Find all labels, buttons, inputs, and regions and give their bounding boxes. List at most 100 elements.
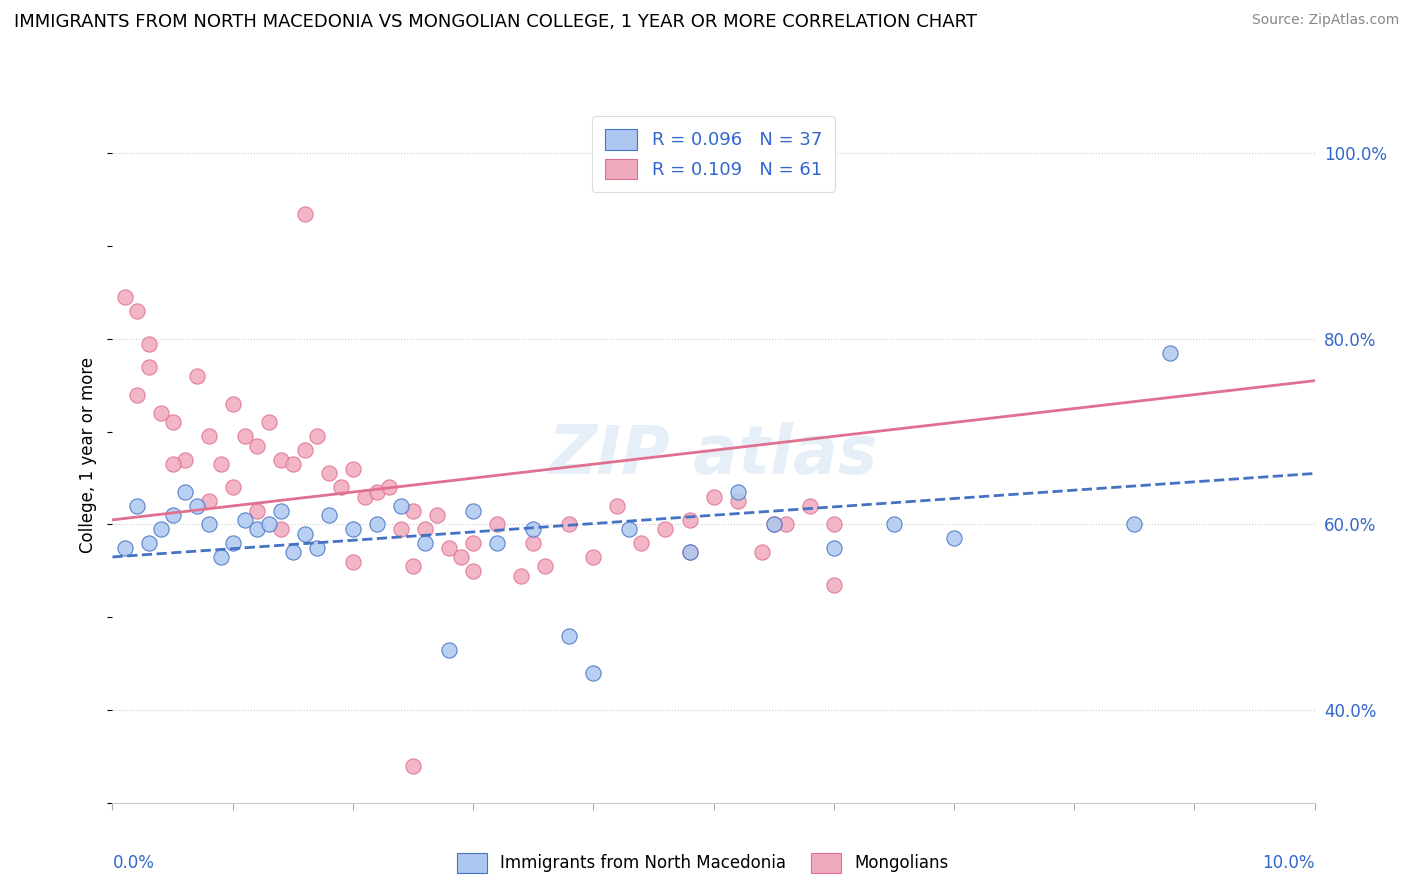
- Point: [246, 522, 269, 536]
- Point: [606, 499, 628, 513]
- Point: [823, 578, 845, 592]
- Point: [197, 429, 219, 443]
- Point: [246, 503, 269, 517]
- Point: [270, 452, 292, 467]
- Point: [823, 541, 845, 555]
- Text: ZIP atlas: ZIP atlas: [548, 422, 879, 488]
- Point: [751, 545, 773, 559]
- Point: [294, 443, 316, 458]
- Point: [619, 522, 641, 536]
- Legend: R = 0.096   N = 37, R = 0.109   N = 61: R = 0.096 N = 37, R = 0.109 N = 61: [592, 116, 835, 192]
- Point: [775, 517, 797, 532]
- Point: [654, 522, 676, 536]
- Point: [318, 467, 340, 481]
- Point: [558, 629, 581, 643]
- Point: [354, 490, 377, 504]
- Point: [582, 665, 605, 680]
- Point: [366, 517, 388, 532]
- Point: [366, 485, 388, 500]
- Point: [342, 462, 364, 476]
- Point: [342, 522, 364, 536]
- Text: Source: ZipAtlas.com: Source: ZipAtlas.com: [1251, 13, 1399, 28]
- Legend: Immigrants from North Macedonia, Mongolians: Immigrants from North Macedonia, Mongoli…: [450, 847, 956, 880]
- Point: [799, 499, 821, 513]
- Point: [402, 503, 425, 517]
- Point: [402, 758, 425, 772]
- Point: [125, 304, 148, 318]
- Point: [823, 517, 845, 532]
- Point: [558, 517, 581, 532]
- Point: [125, 499, 148, 513]
- Point: [678, 545, 700, 559]
- Point: [413, 536, 436, 550]
- Point: [197, 494, 219, 508]
- Point: [630, 536, 652, 550]
- Point: [582, 549, 605, 564]
- Point: [510, 568, 533, 582]
- Point: [318, 508, 340, 523]
- Point: [125, 387, 148, 401]
- Point: [437, 541, 460, 555]
- Point: [461, 536, 484, 550]
- Point: [437, 642, 460, 657]
- Point: [149, 406, 172, 420]
- Point: [426, 508, 449, 523]
- Point: [233, 513, 256, 527]
- Point: [413, 522, 436, 536]
- Point: [727, 494, 749, 508]
- Text: IMMIGRANTS FROM NORTH MACEDONIA VS MONGOLIAN COLLEGE, 1 YEAR OR MORE CORRELATION: IMMIGRANTS FROM NORTH MACEDONIA VS MONGO…: [14, 13, 977, 31]
- Point: [486, 517, 509, 532]
- Point: [294, 526, 316, 541]
- Point: [389, 522, 412, 536]
- Point: [233, 429, 256, 443]
- Point: [378, 480, 401, 494]
- Point: [257, 416, 280, 430]
- Point: [294, 207, 316, 221]
- Point: [246, 439, 269, 453]
- Point: [222, 397, 245, 411]
- Point: [138, 536, 160, 550]
- Point: [173, 452, 195, 467]
- Point: [114, 290, 136, 304]
- Point: [138, 336, 160, 351]
- Point: [149, 522, 172, 536]
- Point: [162, 457, 184, 471]
- Point: [461, 503, 484, 517]
- Point: [678, 545, 700, 559]
- Point: [257, 517, 280, 532]
- Point: [186, 369, 208, 384]
- Point: [762, 517, 785, 532]
- Point: [1159, 346, 1181, 360]
- Point: [281, 545, 304, 559]
- Point: [186, 499, 208, 513]
- Point: [678, 513, 700, 527]
- Point: [450, 549, 472, 564]
- Point: [702, 490, 725, 504]
- Point: [305, 429, 328, 443]
- Text: 10.0%: 10.0%: [1263, 854, 1315, 871]
- Point: [197, 517, 219, 532]
- Point: [342, 555, 364, 569]
- Point: [162, 508, 184, 523]
- Point: [270, 522, 292, 536]
- Point: [162, 416, 184, 430]
- Point: [209, 549, 232, 564]
- Y-axis label: College, 1 year or more: College, 1 year or more: [79, 357, 97, 553]
- Point: [883, 517, 905, 532]
- Point: [222, 480, 245, 494]
- Point: [486, 536, 509, 550]
- Point: [270, 503, 292, 517]
- Point: [522, 522, 544, 536]
- Point: [222, 536, 245, 550]
- Point: [114, 541, 136, 555]
- Point: [138, 359, 160, 374]
- Text: 0.0%: 0.0%: [112, 854, 155, 871]
- Point: [281, 457, 304, 471]
- Point: [402, 559, 425, 574]
- Point: [173, 485, 195, 500]
- Point: [209, 457, 232, 471]
- Point: [522, 536, 544, 550]
- Point: [461, 564, 484, 578]
- Point: [305, 541, 328, 555]
- Point: [389, 499, 412, 513]
